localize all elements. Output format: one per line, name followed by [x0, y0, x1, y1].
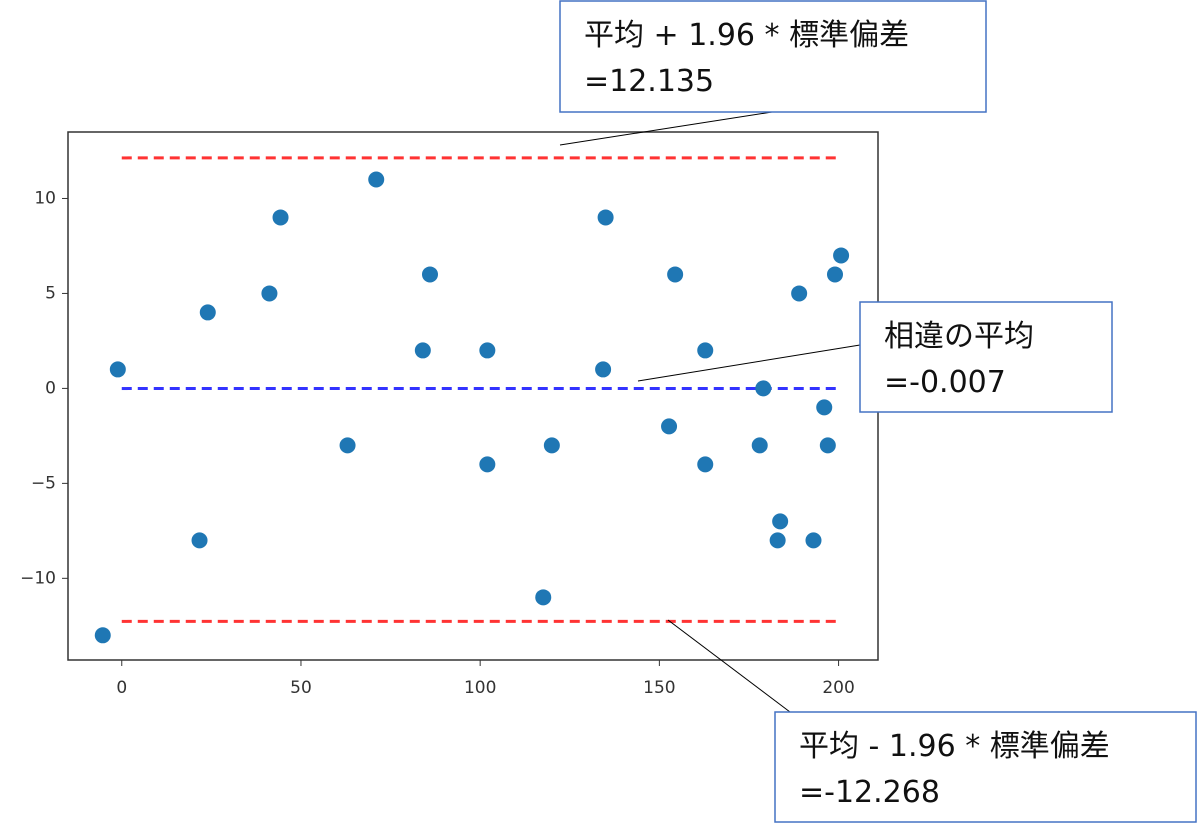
point [769, 532, 786, 549]
point [543, 437, 560, 454]
point [339, 437, 356, 454]
annotation-box [559, 0, 987, 113]
point [805, 532, 822, 549]
point [199, 304, 216, 321]
point [667, 266, 684, 283]
point [697, 342, 714, 359]
point [421, 266, 438, 283]
annotation-leader [667, 619, 791, 713]
annotation-text: =12.135 [584, 64, 714, 99]
plot-frame [67, 131, 879, 661]
point [479, 342, 496, 359]
point [661, 418, 678, 435]
annotation-text: 相違の平均 [884, 319, 1034, 354]
point [595, 361, 612, 378]
point [791, 285, 808, 302]
point [94, 627, 111, 644]
y-tick-label: −10 [20, 568, 56, 588]
point [479, 456, 496, 473]
annotation-leader [637, 344, 861, 382]
annotation-text: 平均 - 1.96 * 標準偏差 [799, 729, 1110, 764]
point [819, 437, 836, 454]
annotation-text: =-12.268 [799, 775, 940, 810]
point [697, 456, 714, 473]
annotation-box [774, 711, 1197, 823]
y-tick-label: −5 [31, 473, 56, 493]
point [755, 380, 772, 397]
point [261, 285, 278, 302]
annotation-leader [559, 111, 773, 146]
y-tick-label: 0 [45, 378, 56, 398]
x-tick-label: 0 [116, 678, 127, 698]
point [414, 342, 431, 359]
point [816, 399, 833, 416]
point [109, 361, 126, 378]
x-tick-label: 100 [464, 678, 496, 698]
point [368, 171, 385, 188]
annotation-box [859, 301, 1113, 413]
point [535, 589, 552, 606]
point [597, 209, 614, 226]
x-tick-label: 200 [822, 678, 854, 698]
point [826, 266, 843, 283]
annotation-text: 平均 + 1.96 * 標準偏差 [584, 18, 909, 53]
y-tick-label: 10 [34, 188, 56, 208]
point [833, 247, 850, 264]
y-tick-label: 5 [45, 283, 56, 303]
point [191, 532, 208, 549]
x-tick-label: 50 [290, 678, 312, 698]
point [272, 209, 289, 226]
point [751, 437, 768, 454]
point [772, 513, 789, 530]
x-tick-label: 150 [643, 678, 675, 698]
annotation-text: =-0.007 [884, 365, 1006, 400]
